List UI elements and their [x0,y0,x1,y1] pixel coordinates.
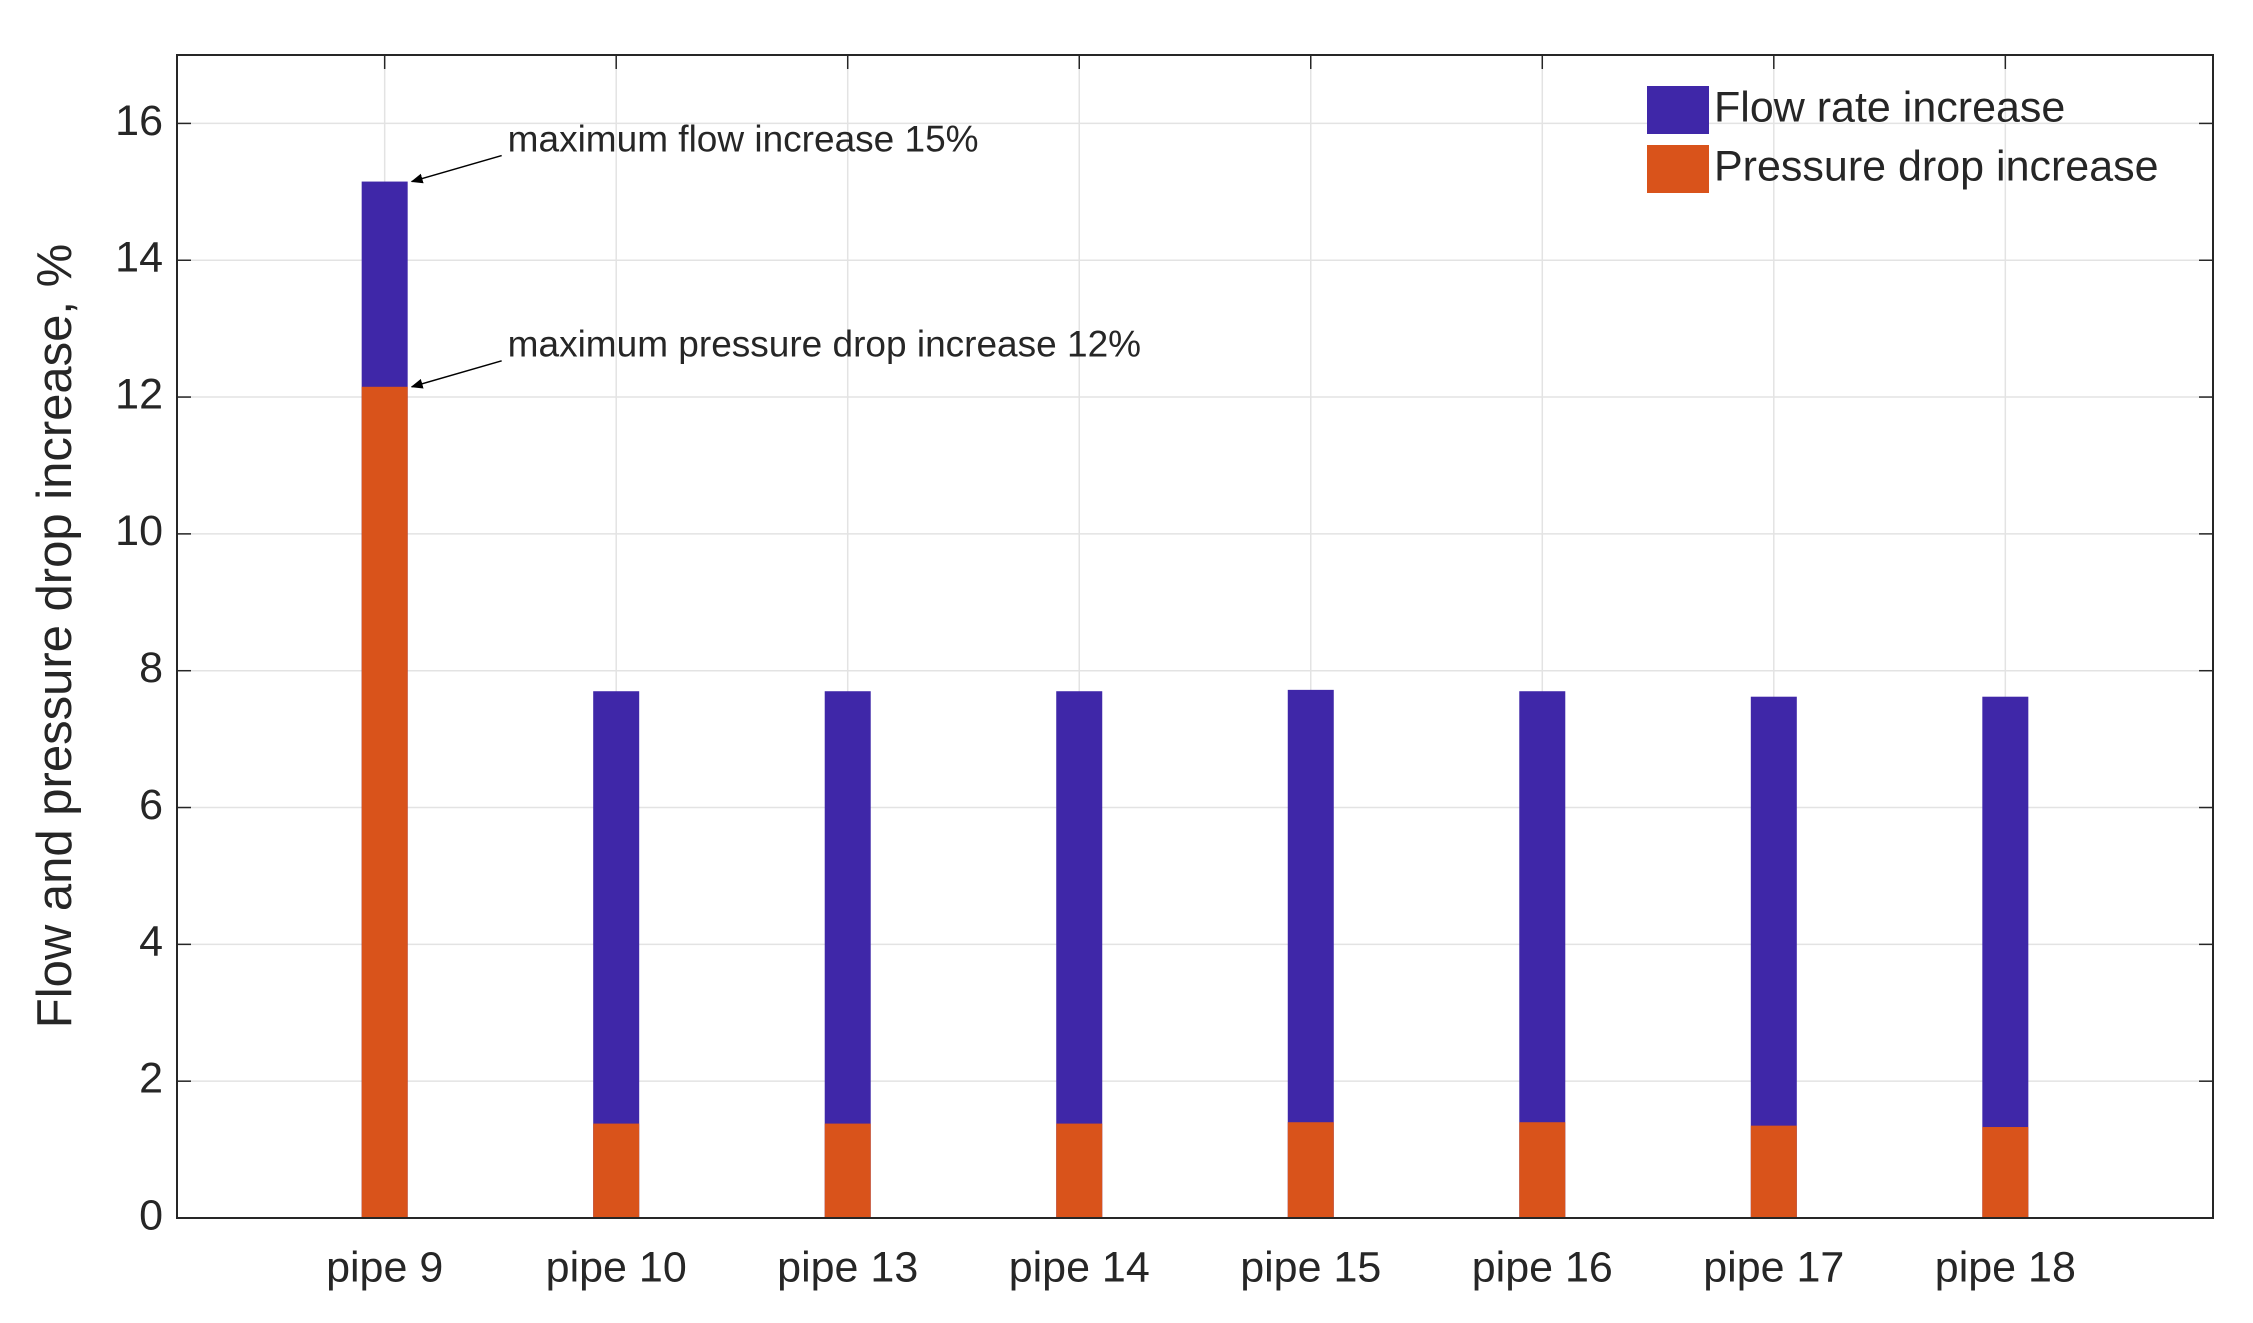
y-tick-label: 14 [115,234,163,282]
y-tick-label: 6 [139,781,163,829]
annotation-arrow [410,154,502,184]
bar [1056,1123,1103,1218]
legend-label: Pressure drop increase [1714,142,2159,190]
y-tick-label: 10 [115,507,163,555]
annotation-arrow [410,360,502,389]
axes-box [176,54,2214,1219]
legend-swatch [1647,145,1709,193]
y-tick-label: 2 [139,1055,163,1103]
bar [1982,1127,2029,1218]
annotation: maximum pressure drop increase 12% [508,324,1141,365]
y-axis-label: Flow and pressure drop increase, % [28,244,82,1028]
y-tick-label: 0 [139,1191,163,1239]
x-tick-label: pipe 16 [1472,1243,1613,1291]
x-tick-label: pipe 18 [1935,1243,2076,1291]
bar [1287,1122,1334,1218]
x-tick-label: pipe 13 [777,1243,918,1291]
legend-label: Flow rate increase [1714,83,2065,131]
legend-swatch [1647,86,1709,134]
y-tick-label: 8 [139,644,163,692]
x-tick-label: pipe 10 [546,1243,687,1291]
y-tick-label: 4 [139,918,163,966]
bar [593,1123,640,1218]
y-tick-label: 12 [115,370,163,418]
bar [1519,1122,1566,1218]
x-tick-label: pipe 9 [326,1243,443,1291]
bar [1750,1125,1797,1218]
x-tick-label: pipe 17 [1703,1243,1844,1291]
annotation: maximum flow increase 15% [508,118,979,159]
x-tick-label: pipe 15 [1240,1243,1381,1291]
bar [824,1123,871,1218]
bar [361,386,408,1218]
y-tick-label: 16 [115,97,163,145]
x-tick-label: pipe 14 [1009,1243,1150,1291]
